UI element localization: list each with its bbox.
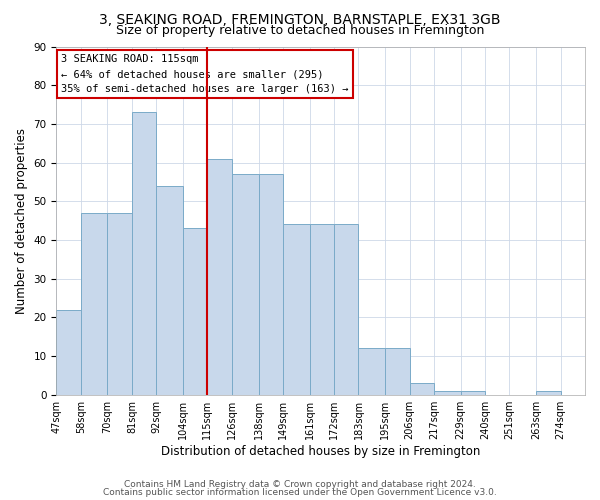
Bar [157, 186, 183, 394]
Text: Size of property relative to detached houses in Fremington: Size of property relative to detached ho… [116, 24, 484, 37]
Text: Contains public sector information licensed under the Open Government Licence v3: Contains public sector information licen… [103, 488, 497, 497]
Bar [461, 391, 485, 394]
Bar [358, 348, 385, 395]
Bar [283, 224, 310, 394]
Bar [183, 228, 208, 394]
Bar [536, 391, 560, 394]
X-axis label: Distribution of detached houses by size in Fremington: Distribution of detached houses by size … [161, 444, 481, 458]
Bar [208, 158, 232, 394]
Bar [132, 112, 157, 394]
Bar [107, 213, 132, 394]
Bar [434, 391, 461, 394]
Bar [334, 224, 358, 394]
Bar [385, 348, 410, 395]
Y-axis label: Number of detached properties: Number of detached properties [15, 128, 28, 314]
Text: 3, SEAKING ROAD, FREMINGTON, BARNSTAPLE, EX31 3GB: 3, SEAKING ROAD, FREMINGTON, BARNSTAPLE,… [99, 12, 501, 26]
Bar [232, 174, 259, 394]
Bar [310, 224, 334, 394]
Bar [410, 383, 434, 394]
Bar [259, 174, 283, 394]
Bar [56, 310, 81, 394]
Text: Contains HM Land Registry data © Crown copyright and database right 2024.: Contains HM Land Registry data © Crown c… [124, 480, 476, 489]
Bar [81, 213, 107, 394]
Text: 3 SEAKING ROAD: 115sqm
← 64% of detached houses are smaller (295)
35% of semi-de: 3 SEAKING ROAD: 115sqm ← 64% of detached… [61, 54, 349, 94]
